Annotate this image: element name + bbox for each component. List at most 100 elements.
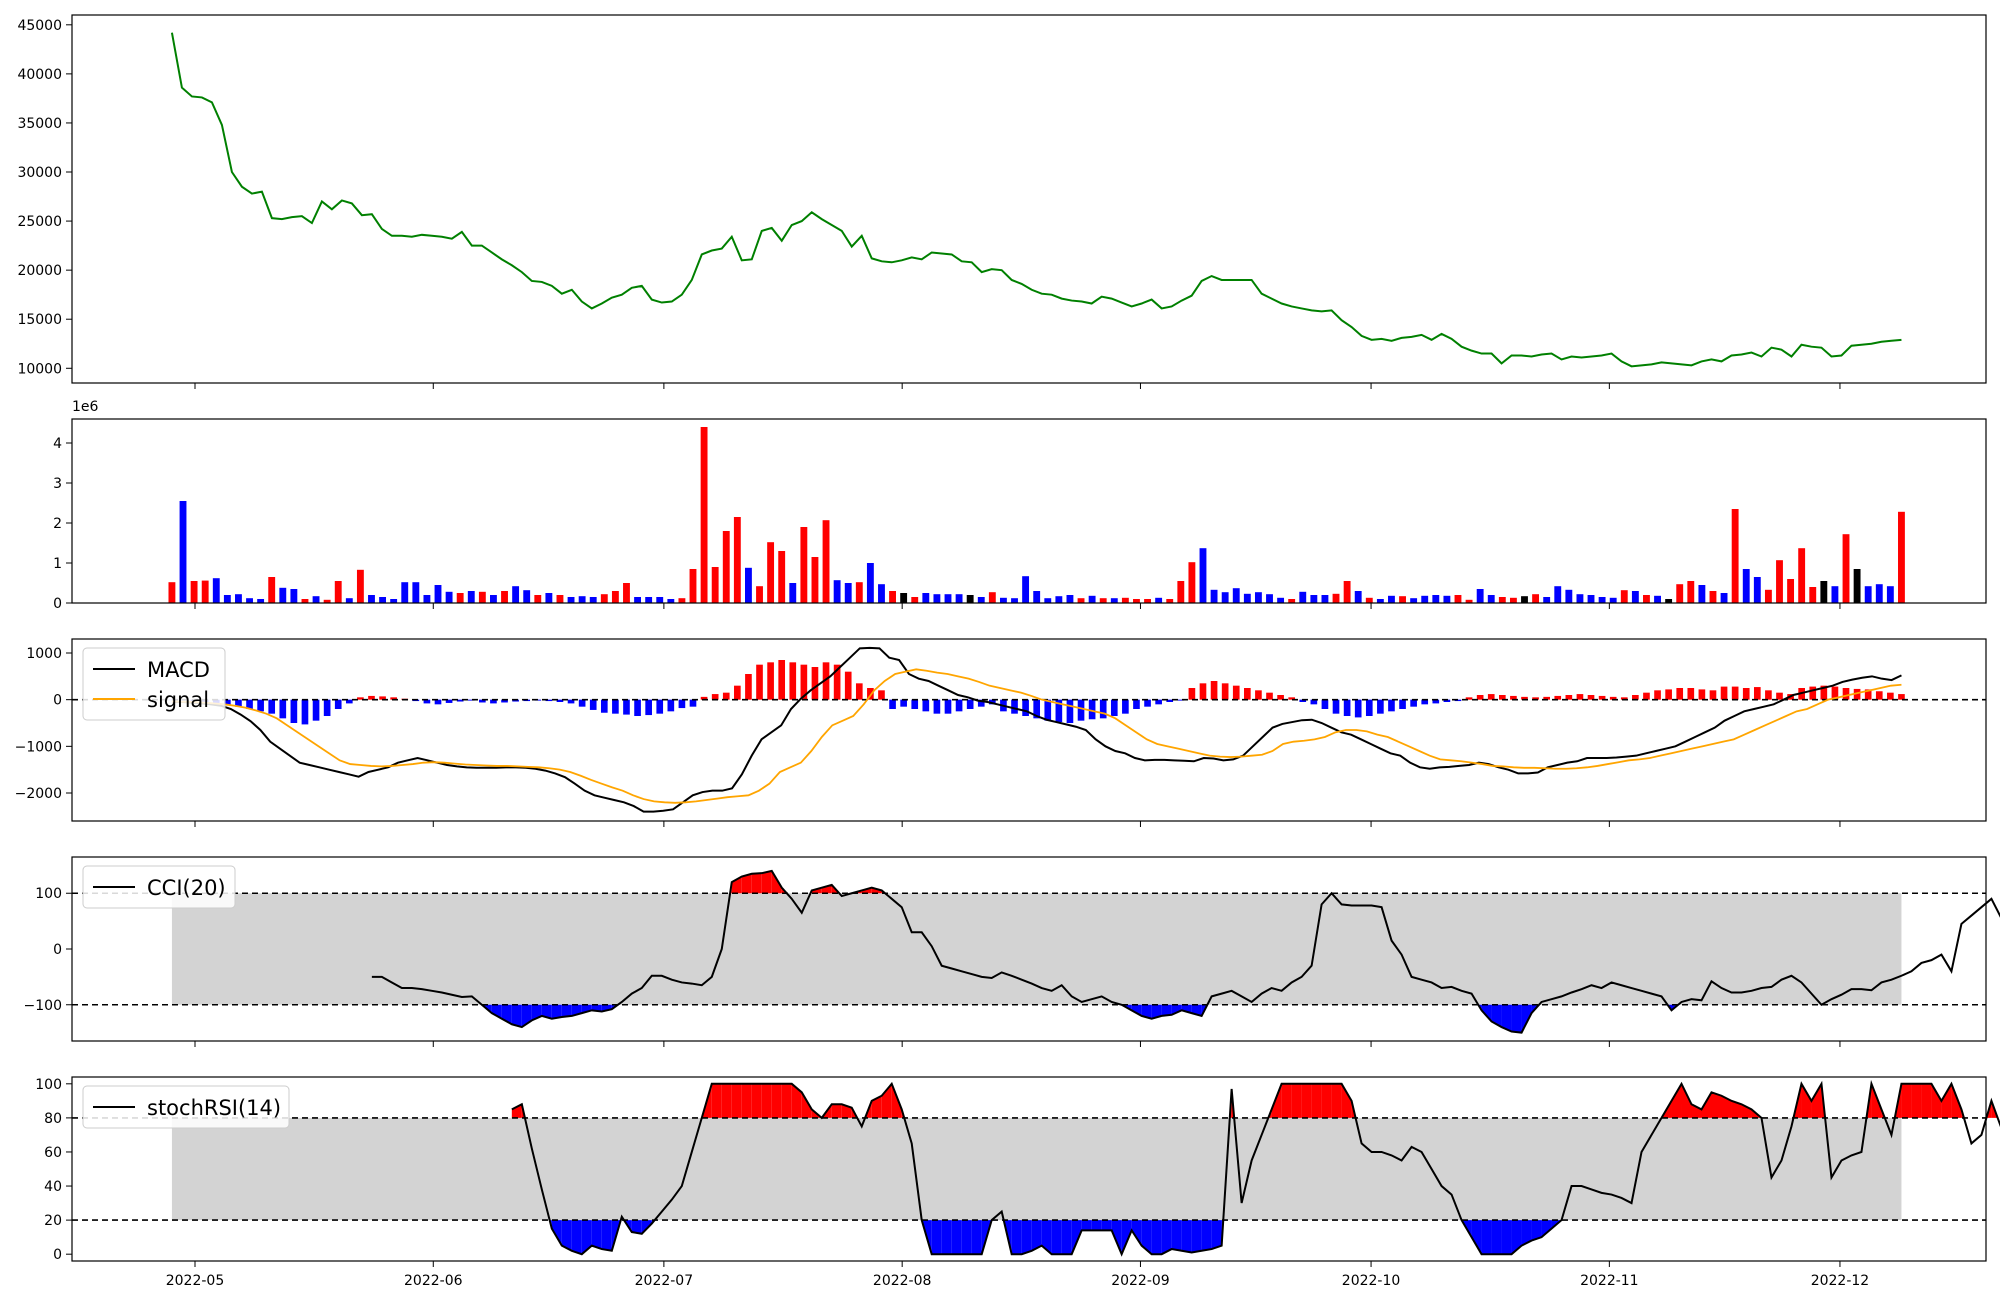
macd-histogram-bar xyxy=(589,699,597,710)
volume-bar xyxy=(523,590,531,603)
volume-bar xyxy=(567,597,575,603)
macd-histogram-bar xyxy=(1698,689,1706,700)
macd-histogram-bar xyxy=(1820,685,1828,700)
volume-bar xyxy=(1443,595,1451,603)
macd-histogram-bar xyxy=(1587,695,1595,700)
stochrsi-oversold-fill xyxy=(931,1220,942,1255)
stochrsi-oversold-fill xyxy=(591,1220,602,1250)
legend-box-3 xyxy=(82,865,236,909)
volume-bar xyxy=(1410,598,1418,603)
stochrsi-overbought-fill xyxy=(1931,1083,1942,1118)
volume-bar xyxy=(179,501,187,603)
volume-bar xyxy=(1498,597,1506,603)
legend-box-2 xyxy=(82,647,226,721)
macd-histogram-bar xyxy=(966,699,974,709)
volume-bar xyxy=(445,591,453,603)
macd-histogram-bar xyxy=(467,699,475,701)
macd-histogram-bar xyxy=(1410,699,1417,707)
volume-bar xyxy=(822,520,830,603)
macd-histogram-bar xyxy=(889,699,896,709)
volume-bar xyxy=(1698,585,1706,603)
macd-histogram-bar xyxy=(1853,688,1861,700)
macd-histogram-bar xyxy=(1421,699,1429,705)
macd-histogram-bar xyxy=(634,699,641,716)
stochrsi-overbought-fill xyxy=(1731,1100,1742,1118)
x-tick-label: 2022-08 xyxy=(873,1273,932,1289)
stochrsi-line xyxy=(511,1079,2000,1257)
volume-bar xyxy=(1188,562,1196,603)
volume-bar xyxy=(490,595,497,603)
stochrsi-overbought-fill xyxy=(871,1095,882,1118)
volume-bar xyxy=(1798,548,1806,603)
cci-overbought-fill xyxy=(741,873,752,894)
volume-bar xyxy=(711,567,719,603)
macd-histogram-bar xyxy=(1731,686,1739,700)
volume-bar xyxy=(745,567,752,603)
macd-histogram-bar xyxy=(922,699,930,712)
macd-histogram-bar xyxy=(800,664,808,700)
macd-histogram-bar xyxy=(600,699,608,713)
stochrsi-oversold-fill xyxy=(551,1220,562,1246)
y-tick-label: 0 xyxy=(53,693,62,709)
volume-bar xyxy=(933,594,941,603)
macd-histogram-bar xyxy=(1277,695,1284,700)
cci-oversold-fill xyxy=(1161,1004,1172,1016)
macd-histogram-bar xyxy=(1255,690,1262,700)
macd-histogram-bar xyxy=(878,690,885,700)
cci-oversold-fill xyxy=(511,1004,522,1028)
stochrsi-oversold-fill xyxy=(971,1220,982,1255)
macd-histogram-bar xyxy=(1654,690,1661,700)
panel-frame-0 xyxy=(71,14,1987,384)
macd-histogram-bar xyxy=(556,699,564,702)
stochrsi-overbought-fill xyxy=(511,1104,522,1118)
volume-bar xyxy=(1332,593,1340,603)
macd-histogram-bar xyxy=(1620,697,1628,700)
macd-histogram-bar xyxy=(1377,699,1384,714)
macd-histogram-bar xyxy=(512,699,519,702)
volume-bar xyxy=(1643,595,1650,603)
macd-histogram-bar xyxy=(623,699,630,715)
volume-bar xyxy=(1731,509,1739,603)
volume-bar xyxy=(1221,592,1229,603)
x-tick-label: 2022-11 xyxy=(1580,1273,1639,1289)
volume-bar xyxy=(1543,597,1551,603)
stochrsi-oversold-fill xyxy=(601,1220,612,1251)
stochrsi-overbought-fill xyxy=(1711,1092,1722,1118)
stochrsi-overbought-fill xyxy=(1801,1083,1812,1118)
volume-bar xyxy=(257,599,265,603)
macd-histogram-bar xyxy=(1875,691,1883,700)
volume-bar xyxy=(534,595,542,603)
stochrsi-overbought-fill xyxy=(781,1083,792,1118)
stochrsi-overbought-fill xyxy=(801,1092,812,1118)
macd-histogram-bar xyxy=(456,699,464,702)
volume-bar xyxy=(190,581,198,603)
macd-histogram-bar xyxy=(1221,683,1229,700)
stochrsi-oversold-fill xyxy=(581,1220,592,1255)
legend-box-4 xyxy=(82,1085,290,1129)
volume-bar xyxy=(1155,597,1163,603)
volume-bar xyxy=(889,591,896,603)
macd-histogram-bar xyxy=(1122,699,1129,714)
stochrsi-overbought-fill xyxy=(1311,1083,1322,1118)
volume-bar xyxy=(1609,597,1617,603)
volume-bar xyxy=(722,531,730,603)
y-tick-label: −1000 xyxy=(15,739,62,755)
stochrsi-oversold-fill xyxy=(1161,1220,1172,1255)
stochrsi-oversold-fill xyxy=(561,1220,572,1251)
volume-bar xyxy=(1875,584,1883,603)
macd-histogram-bar xyxy=(700,696,708,700)
volume-bar xyxy=(1110,598,1118,603)
macd-histogram-bar xyxy=(1310,699,1318,705)
cci-oversold-fill xyxy=(1511,1004,1522,1033)
macd-histogram-bar xyxy=(545,699,553,702)
legend-label: stochRSI(14) xyxy=(147,1096,281,1120)
x-tick-label: 2022-06 xyxy=(404,1273,463,1289)
volume-bar xyxy=(878,584,885,603)
macd-histogram-bar xyxy=(1687,688,1695,700)
macd-histogram-bar xyxy=(911,699,919,709)
macd-histogram-bar xyxy=(1565,695,1573,700)
macd-histogram-bar xyxy=(1288,697,1295,700)
y-tick-label: 0 xyxy=(53,942,62,958)
volume-bar xyxy=(212,578,220,603)
volume-bar xyxy=(1399,596,1406,603)
